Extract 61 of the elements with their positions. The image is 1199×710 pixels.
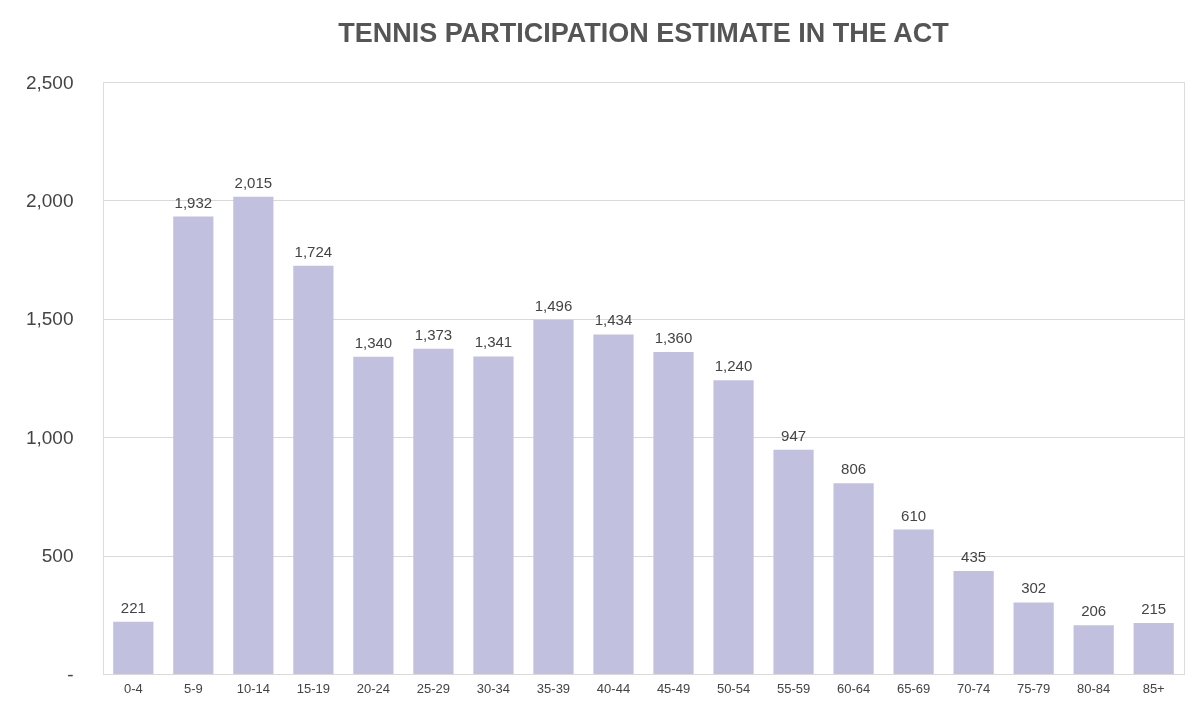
bar (893, 529, 934, 674)
bar (173, 216, 214, 674)
x-tick-label: 60-64 (836, 680, 871, 696)
data-label: 1,360 (654, 328, 693, 346)
data-label: 206 (1081, 602, 1107, 620)
bar (413, 348, 454, 674)
y-tick-label: - (67, 663, 74, 685)
bar (593, 334, 634, 674)
x-tick-label: 25-29 (416, 680, 451, 696)
y-tick-label: 1,000 (25, 426, 74, 448)
x-tick-label: 85+ (1142, 680, 1165, 696)
data-label: 1,240 (714, 357, 753, 375)
data-label: 435 (961, 547, 987, 565)
bar (293, 265, 334, 674)
data-label: 1,932 (174, 193, 213, 211)
bar (1073, 625, 1114, 674)
x-tick-label: 55-59 (776, 680, 811, 696)
x-tick-label: 20-24 (356, 680, 391, 696)
x-tick-label: 45-49 (656, 680, 691, 696)
bar (233, 196, 274, 674)
x-tick-label: 0-4 (123, 680, 143, 696)
bar (773, 449, 814, 674)
x-tick-label: 10-14 (236, 680, 270, 696)
x-tick-label: 15-19 (296, 680, 330, 696)
x-tick-label: 50-54 (716, 680, 751, 696)
y-tick-label: 2,000 (25, 189, 74, 211)
data-label: 610 (901, 506, 927, 524)
data-label: 947 (781, 426, 807, 444)
bar (533, 319, 574, 674)
x-tick-label: 40-44 (596, 680, 631, 696)
x-tick-label: 80-84 (1077, 680, 1111, 696)
bar (113, 621, 154, 674)
data-label: 1,341 (474, 333, 513, 351)
data-label: 215 (1141, 600, 1167, 618)
bar (1133, 623, 1174, 674)
x-tick-label: 35-39 (536, 680, 571, 696)
chart-title: TENNIS PARTICIPATION ESTIMATE IN THE ACT (338, 18, 950, 48)
data-label: 1,340 (354, 333, 393, 351)
x-tick-label: 75-79 (1017, 680, 1051, 696)
data-label: 1,434 (594, 311, 633, 329)
bar (653, 351, 694, 674)
x-tick-label: 30-34 (476, 680, 511, 696)
bar (833, 483, 874, 674)
x-tick-label: 70-74 (957, 680, 991, 696)
data-label: 1,373 (414, 325, 453, 343)
data-label: 302 (1021, 579, 1047, 597)
bar (713, 380, 754, 674)
y-tick-label: 2,500 (25, 71, 74, 93)
bar (353, 356, 394, 674)
data-label: 2,015 (234, 173, 273, 191)
x-tick-label: 65-69 (896, 680, 931, 696)
x-tick-label: 5-9 (183, 680, 203, 696)
data-label: 1,496 (534, 296, 573, 314)
bar (953, 570, 994, 674)
data-label: 1,724 (294, 242, 333, 260)
data-label: 221 (120, 598, 146, 616)
bar (473, 356, 514, 674)
y-tick-label: 1,500 (25, 308, 74, 330)
data-label: 806 (841, 460, 867, 478)
y-tick-label: 500 (41, 545, 74, 567)
bar (1013, 602, 1054, 674)
